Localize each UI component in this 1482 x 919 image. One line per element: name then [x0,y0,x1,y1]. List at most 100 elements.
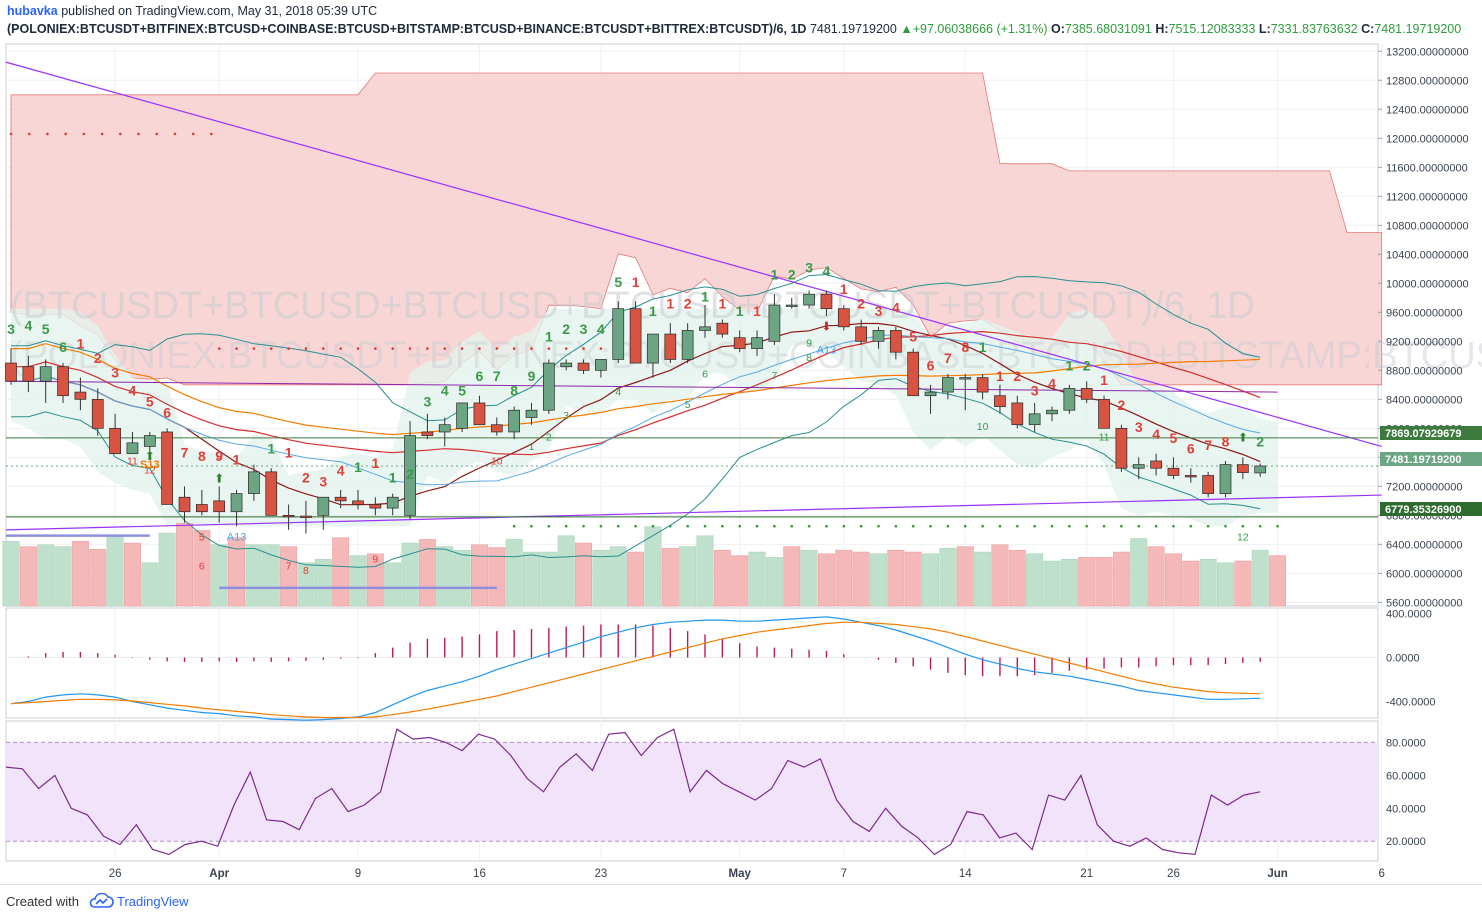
stop-dot [443,347,447,350]
volume-bar [783,546,801,607]
volume-bar [1182,560,1200,607]
stop-dot [963,524,967,528]
volume-bar [713,549,731,607]
stop-dot [155,132,159,136]
volume-bar [280,546,298,607]
td-sequential-label: 8 [806,352,812,364]
stop-dot [651,524,655,528]
volume-bar [1147,546,1165,607]
candle-body [1236,464,1249,473]
stop-dot [426,347,429,350]
volume-bar [592,549,610,607]
td-sequential-label: 5 [199,532,205,544]
stop-dot [269,347,273,350]
candle-body [699,326,711,331]
td-count-label: 7 [944,350,952,366]
td-count-label: 1 [1065,357,1073,373]
candle-body [837,308,850,328]
candle-body [178,496,191,513]
td-count-label: 2 [1256,433,1264,449]
time-tick-label: 23 [595,868,608,880]
stop-dot [686,524,689,528]
stop-dot [530,347,533,350]
td-count-label: 5 [909,328,917,344]
stop-dot [582,347,585,350]
td-count-label: 2 [94,350,102,366]
stop-dot [911,524,915,528]
volume-bar [471,544,488,607]
candle-body [560,362,573,368]
time-tick-label: 21 [1080,868,1093,880]
stop-dot [807,524,811,528]
volume-bar [800,549,818,607]
td-count-label: 3 [319,473,327,489]
candle-body [577,362,590,371]
volume-bar [1060,558,1078,607]
stop-dot [1241,524,1245,528]
rsi-pane: 80.0000 60.0000 40.0000 20.0000 [5,728,1426,856]
stop-dot [547,524,551,528]
volume-bar [1008,549,1026,607]
td-count-label: 9 [215,448,223,464]
stop-dot [1033,524,1036,528]
tradingview-link[interactable]: TradingView [117,894,189,909]
volume-bar [1095,557,1113,607]
candle-body [855,326,868,342]
kumo-green [11,308,1278,527]
volume-bar [2,540,20,607]
stop-dot [191,132,195,136]
volume-bar [835,549,853,607]
stop-dot [322,347,325,350]
td-count-label: 4 [441,383,449,399]
chart-canvas[interactable]: (BTCUSDT+BTCUSD+BTCUSD+BTCUSD+BTCUSDT+BT… [0,40,1482,884]
watermark-exchanges: (POLONIEX:BTCUSDT+BITFINEX:BTCUSD+COINBA… [10,335,1482,377]
td-count-label: 1 [718,296,726,312]
volume-bar [679,546,697,607]
volume-bar [1251,549,1269,607]
stop-dot [1137,524,1141,528]
stop-dot [495,347,499,350]
low-label: L: [1258,22,1271,36]
time-axis[interactable]: 26 Apr 9 16 23 May 7 14 21 26 Jun 6 [109,868,1385,880]
candle-body [126,442,139,455]
price-tick-label: 9600.00000000 [1386,307,1462,319]
candle-body [74,391,87,400]
td-count-label: 1 [840,281,848,297]
candle-body [39,366,52,382]
stop-dot [564,524,568,528]
candle-body [647,333,659,364]
stop-dot [582,524,585,528]
candle-body [820,293,833,310]
td-count-label: 4 [597,321,605,337]
symbol-title[interactable]: (POLONIEX:BTCUSDT+BITFINEX:BTCUSD+COINBA… [7,22,807,36]
stop-dot [100,132,104,136]
td-count-label: 7 [181,444,189,460]
stop-dot [790,524,794,528]
stop-dot [1172,524,1175,528]
candle-body [785,304,798,307]
candle-body [1202,475,1215,494]
td-sequential-label: 7 [286,561,292,573]
candle-body [924,391,937,397]
author-link[interactable]: hubavka [7,4,58,18]
downtrend-line [5,61,1382,448]
volume-bar [609,546,627,607]
candle-body [1028,413,1041,426]
td-count-label: 1 [996,368,1004,384]
td-count-label: 1 [771,267,779,283]
td-sequential-label: 5 [685,399,691,411]
candle-body [1132,464,1145,469]
last-price-tag: 7481.19719200 [1385,454,1461,466]
price-axis[interactable]: 13200.00000000 12800.00000000 12400.000000… [1378,46,1469,609]
volume-bar [418,539,436,607]
high-label: H: [1155,22,1169,36]
candle-body [334,496,347,502]
stop-dot [408,347,412,350]
td-count-label: 2 [302,470,310,486]
candle-body [456,402,468,429]
time-tick-label: Apr [209,868,229,880]
candles [5,290,1267,534]
rsi-band [6,742,1378,842]
candle-body [872,330,885,342]
volume-bar [557,535,575,607]
